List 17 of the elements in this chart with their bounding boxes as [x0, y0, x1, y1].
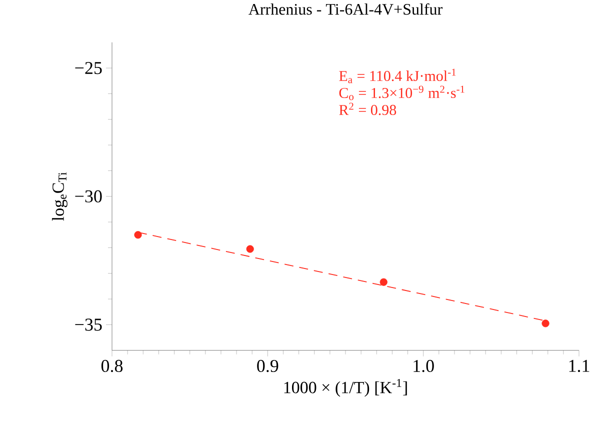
annotation: R$^{2}$ = 0.98	[339, 102, 396, 115]
x-axis-title: 1000 × (1/T) [K$^{-1}$]	[284, 378, 407, 397]
y-tick-label: −30	[75, 190, 102, 202]
annotation: C$_{o}$ = 1.3×10$^{−9}$ m$^{2}$·s$^{-1}$	[339, 86, 464, 100]
point	[380, 278, 388, 286]
point	[542, 319, 550, 328]
x-tick-label: 0.8	[101, 360, 123, 372]
chart-title: Arrhenius - Ti-6Al-4V+Sulfur	[248, 3, 442, 15]
y-tick-label: −25	[75, 62, 102, 74]
x-tick-label: 1.1	[569, 360, 590, 372]
point	[246, 245, 254, 253]
point	[134, 230, 142, 238]
y-axis-title: log$_{e}$C$_{Ti}$	[52, 172, 68, 221]
x-tick-label: 1.0	[414, 360, 434, 372]
annotation: E$_{a}$ = 110.4 kJ·mol$^{-1}$	[339, 68, 456, 84]
x-tick-label: 0.9	[257, 360, 278, 372]
y-tick-label: −35	[75, 318, 102, 331]
